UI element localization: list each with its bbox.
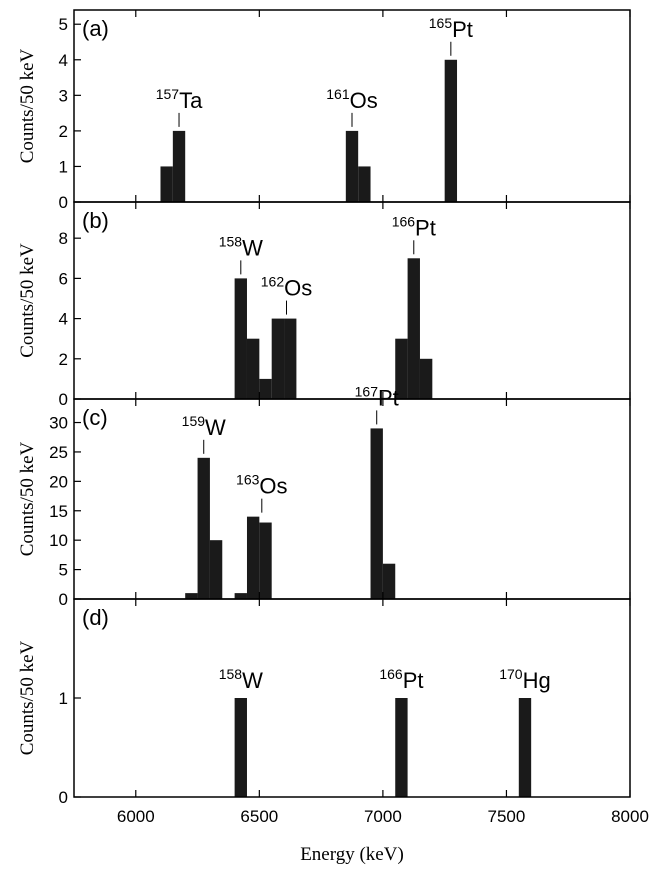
x-tick-label: 7000 bbox=[364, 807, 402, 826]
x-tick-label: 6500 bbox=[240, 807, 278, 826]
isotope-label: 158W bbox=[219, 233, 263, 260]
panel-frame bbox=[73, 598, 631, 798]
isotope-symbol: Os bbox=[284, 276, 312, 301]
y-tick-label: 10 bbox=[49, 531, 68, 550]
x-tick-label: 6000 bbox=[117, 807, 155, 826]
y-axis-title: Counts/50 keV bbox=[17, 640, 38, 755]
isotope-mass: 158 bbox=[219, 233, 243, 249]
isotope-symbol: Ta bbox=[179, 88, 203, 113]
x-tick-label: 8000 bbox=[611, 807, 649, 826]
isotope-mass: 158 bbox=[219, 666, 243, 682]
bar-3-1 bbox=[395, 698, 408, 797]
bar-1-5 bbox=[395, 338, 408, 399]
isotope-label: 158W bbox=[219, 666, 263, 693]
bar-2-7 bbox=[382, 563, 396, 599]
bar-0-1 bbox=[172, 130, 186, 202]
isotope-label: 162Os bbox=[261, 274, 312, 301]
isotope-mass: 170 bbox=[499, 666, 523, 682]
isotope-mass: 157 bbox=[156, 86, 180, 102]
isotope-label: 161Os bbox=[326, 86, 377, 113]
isotope-mass: 163 bbox=[236, 472, 260, 488]
bar-2-0 bbox=[185, 593, 198, 599]
y-tick-label: 8 bbox=[59, 229, 68, 248]
isotope-symbol: W bbox=[205, 415, 226, 440]
bar-2-5 bbox=[259, 522, 272, 599]
y-axis-title: Counts/50 keV bbox=[17, 441, 38, 556]
isotope-mass: 167 bbox=[355, 383, 379, 399]
isotope-label: 163Os bbox=[236, 472, 287, 499]
bar-1-0 bbox=[234, 278, 247, 399]
isotope-label: 170Hg bbox=[499, 666, 550, 693]
y-tick-label: 2 bbox=[59, 122, 68, 141]
bar-1-6 bbox=[407, 258, 420, 399]
bar-2-6 bbox=[370, 428, 383, 599]
bar-2-4 bbox=[246, 516, 260, 599]
y-tick-label: 5 bbox=[59, 561, 68, 580]
y-axis-title: Counts/50 keV bbox=[17, 243, 38, 358]
bar-1-2 bbox=[259, 378, 272, 399]
isotope-label: 167Pt bbox=[355, 383, 399, 410]
isotope-mass: 162 bbox=[261, 274, 285, 290]
isotope-mass: 161 bbox=[326, 86, 350, 102]
isotope-label: 165Pt bbox=[429, 15, 473, 42]
isotope-label: 166Pt bbox=[392, 213, 436, 240]
isotope-mass: 165 bbox=[429, 15, 453, 31]
isotope-label: 157Ta bbox=[156, 86, 203, 113]
y-tick-label: 0 bbox=[59, 193, 68, 212]
bar-1-3 bbox=[271, 318, 285, 399]
bar-2-2 bbox=[209, 540, 223, 599]
y-tick-label: 0 bbox=[59, 390, 68, 409]
bar-1-4 bbox=[284, 318, 297, 399]
isotope-symbol: Os bbox=[259, 474, 287, 499]
panel-frame bbox=[73, 398, 631, 600]
panel-label: (c) bbox=[82, 405, 108, 430]
bar-3-0 bbox=[234, 698, 247, 797]
y-tick-label: 2 bbox=[59, 350, 68, 369]
panel-label: (b) bbox=[82, 208, 109, 233]
bar-0-3 bbox=[358, 166, 371, 202]
isotope-mass: 159 bbox=[182, 413, 206, 429]
y-tick-label: 3 bbox=[59, 86, 68, 105]
bar-2-1 bbox=[197, 457, 210, 599]
x-tick-label: 7500 bbox=[488, 807, 526, 826]
isotope-label: 159W bbox=[182, 413, 226, 440]
isotope-symbol: Pt bbox=[415, 215, 436, 240]
y-tick-label: 1 bbox=[59, 157, 68, 176]
bar-1-1 bbox=[246, 338, 260, 399]
y-tick-label: 0 bbox=[59, 788, 68, 807]
panel-frame bbox=[73, 201, 631, 400]
bar-0-2 bbox=[345, 130, 359, 202]
isotope-label: 166Pt bbox=[379, 666, 423, 693]
isotope-mass: 166 bbox=[392, 213, 416, 229]
y-tick-label: 1 bbox=[59, 689, 68, 708]
bar-1-7 bbox=[419, 358, 433, 399]
isotope-symbol: Os bbox=[350, 88, 378, 113]
isotope-mass: 166 bbox=[379, 666, 403, 682]
bar-0-0 bbox=[160, 166, 173, 202]
y-tick-label: 5 bbox=[59, 15, 68, 34]
y-tick-label: 25 bbox=[49, 443, 68, 462]
y-tick-label: 30 bbox=[49, 414, 68, 433]
y-axis-title: Counts/50 keV bbox=[17, 48, 38, 163]
y-tick-label: 0 bbox=[59, 590, 68, 609]
bar-0-4 bbox=[444, 59, 458, 202]
isotope-symbol: Pt bbox=[403, 668, 424, 693]
panel-label: (d) bbox=[82, 605, 109, 630]
y-tick-label: 4 bbox=[59, 51, 68, 70]
y-tick-label: 6 bbox=[59, 269, 68, 288]
isotope-symbol: W bbox=[242, 668, 263, 693]
isotope-symbol: W bbox=[242, 235, 263, 260]
y-tick-label: 4 bbox=[59, 310, 68, 329]
x-axis-title: Energy (keV) bbox=[300, 844, 404, 865]
isotope-symbol: Pt bbox=[378, 385, 399, 410]
bar-3-2 bbox=[518, 698, 532, 797]
bar-2-3 bbox=[234, 593, 247, 599]
y-tick-label: 20 bbox=[49, 472, 68, 491]
panel-label: (a) bbox=[82, 16, 109, 41]
isotope-symbol: Pt bbox=[452, 17, 473, 42]
isotope-symbol: Hg bbox=[523, 668, 551, 693]
y-tick-label: 15 bbox=[49, 502, 68, 521]
